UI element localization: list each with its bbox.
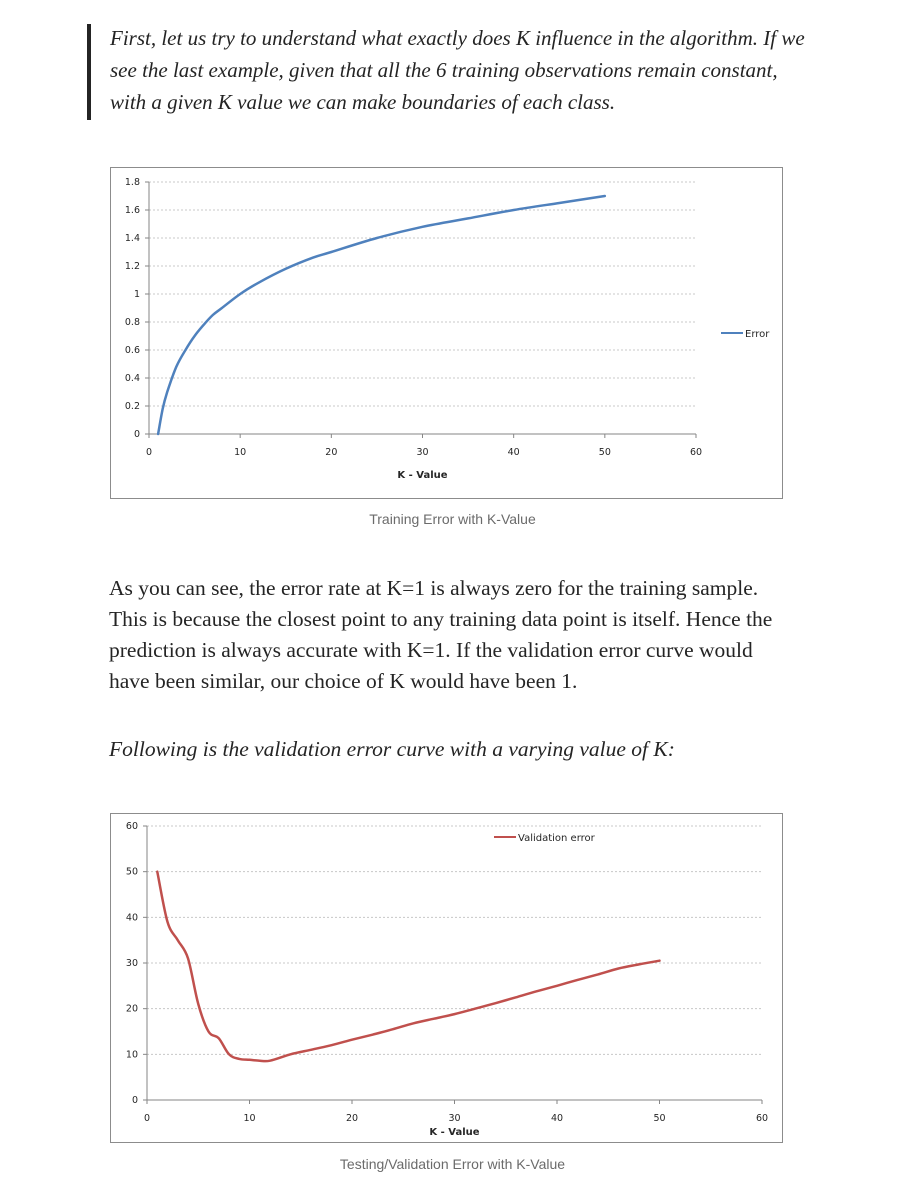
x-tick-label: 10 [234,447,246,458]
x-tick-label: 20 [325,447,337,458]
y-tick-label: 0.8 [125,317,140,328]
blockquote-line: with a given K value we can make boundar… [110,90,616,114]
blockquote-bar [87,24,91,120]
y-tick-label: 30 [126,958,138,969]
y-tick-label: 60 [126,821,138,832]
x-axis-label: K - Value [397,470,447,481]
x-tick-label: 60 [690,447,702,458]
legend-label: Error [745,329,770,340]
training-error-caption: Training Error with K-Value [369,511,536,527]
paragraph-line: have been similar, our choice of K would… [109,669,578,693]
blockquote-line: see the last example, given that all the… [110,58,778,82]
validation-error-figure: 0 10 20 30 40 50 60 0 10 20 30 40 50 60 K - Value Valid… [110,813,783,1143]
legend-label: Validation error [518,833,596,844]
y-tick-label: 0.2 [125,401,140,412]
training-error-chart: 0 0.2 0.4 0.6 0.8 1 1.2 1.4 1.6 1.8 0 10 20 30 40 50 60 K… [125,177,770,481]
x-tick-label: 30 [448,1113,460,1124]
x-axis-label: K - Value [429,1127,479,1138]
y-tick-label: 1.4 [125,233,140,244]
x-tick-label: 50 [599,447,611,458]
validation-error-caption: Testing/Validation Error with K-Value [339,1156,566,1172]
body-paragraph: As you can see, the error rate at K=1 is… [109,573,809,697]
x-tick-label: 40 [551,1113,563,1124]
y-tick-label: 1.8 [125,177,140,188]
x-tick-label: 50 [653,1113,665,1124]
y-tick-label: 10 [126,1049,138,1060]
blockquote-line: First, let us try to understand what exa… [110,26,805,50]
x-tick-label: 0 [144,1113,150,1124]
y-tick-label: 40 [126,912,138,923]
validation-intro: Following is the validation error curve … [109,737,675,761]
y-tick-label: 0.4 [125,373,140,384]
x-tick-label: 30 [416,447,428,458]
x-tick-label: 40 [508,447,520,458]
y-tick-label: 0 [134,429,140,440]
y-tick-label: 1.2 [125,261,140,272]
x-tick-label: 20 [346,1113,358,1124]
y-tick-label: 1.6 [125,205,140,216]
series-line [156,194,607,436]
paragraph-line: This is because the closest point to any… [109,607,773,631]
x-tick-label: 10 [243,1113,255,1124]
y-tick-label: 0.6 [125,345,140,356]
x-tick-label: 0 [146,447,152,458]
series-line [156,870,661,1063]
y-tick-label: 1 [134,289,140,300]
blockquote: First, let us try to understand what exa… [110,22,830,118]
validation-error-chart: 0 10 20 30 40 50 60 0 10 20 30 40 50 60 K - Value Valid… [126,821,768,1138]
y-tick-label: 50 [126,867,138,878]
training-error-figure: 0 0.2 0.4 0.6 0.8 1 1.2 1.4 1.6 1.8 0 10 20 30 40 50 60 K… [110,167,783,499]
x-tick-label: 60 [756,1113,768,1124]
y-tick-label: 0 [132,1095,138,1106]
paragraph-line: As you can see, the error rate at K=1 is… [109,576,759,600]
paragraph-line: prediction is always accurate with K=1. … [109,638,753,662]
y-tick-label: 20 [126,1004,138,1015]
